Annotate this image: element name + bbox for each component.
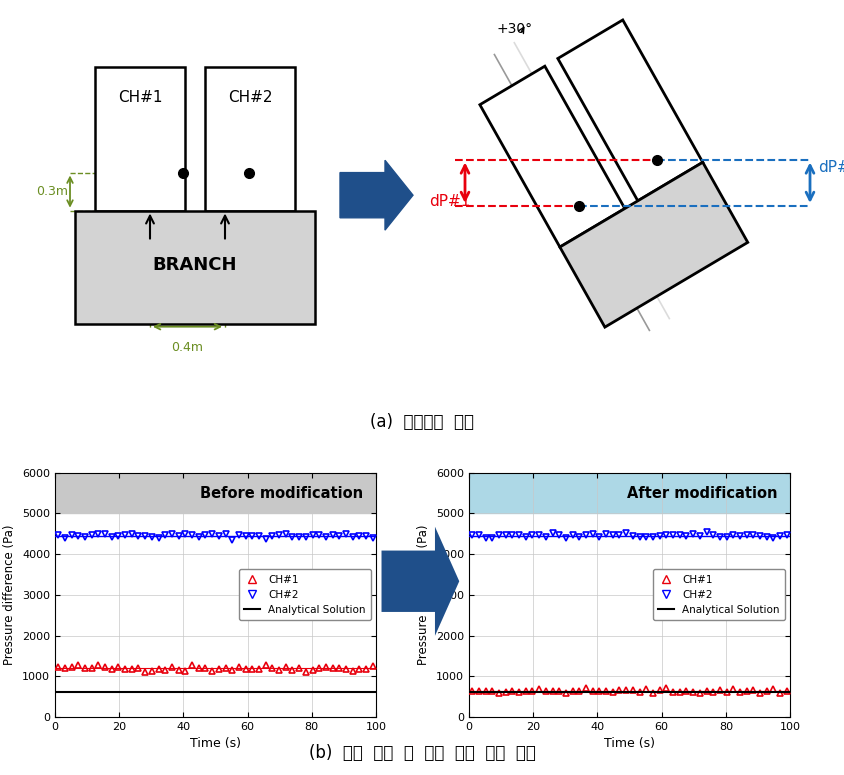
Polygon shape	[557, 20, 702, 201]
Y-axis label: Pressure difference (Pa): Pressure difference (Pa)	[3, 525, 16, 665]
Polygon shape	[339, 160, 413, 230]
Y-axis label: Pressure difference (Pa): Pressure difference (Pa)	[417, 525, 430, 665]
Bar	[55, 473, 376, 513]
Text: +30°: +30°	[496, 22, 533, 36]
Text: dP#1: dP#1	[429, 194, 470, 208]
Text: CH#2: CH#2	[228, 90, 272, 105]
Text: 0.4m: 0.4m	[170, 341, 203, 353]
Text: After modification: After modification	[626, 486, 776, 501]
Bar	[205, 67, 295, 211]
Bar	[75, 211, 315, 324]
Text: (a)  개념문제  정의: (a) 개념문제 정의	[370, 414, 473, 432]
Polygon shape	[381, 527, 459, 635]
Polygon shape	[560, 162, 747, 327]
Legend: CH#1, CH#2, Analytical Solution: CH#1, CH#2, Analytical Solution	[652, 570, 784, 620]
Text: 0.3m: 0.3m	[36, 184, 68, 198]
Text: (b)  코드  개선  후  압력  차이  계산  결과: (b) 코드 개선 후 압력 차이 계산 결과	[309, 744, 535, 763]
Legend: CH#1, CH#2, Analytical Solution: CH#1, CH#2, Analytical Solution	[239, 570, 371, 620]
Text: Before modification: Before modification	[200, 486, 363, 501]
Text: dP#2: dP#2	[817, 160, 844, 175]
Text: BRANCH: BRANCH	[153, 256, 237, 274]
Bar	[468, 473, 789, 513]
Bar	[95, 67, 185, 211]
X-axis label: Time (s): Time (s)	[190, 737, 241, 750]
X-axis label: Time (s): Time (s)	[603, 737, 654, 750]
Polygon shape	[479, 66, 624, 247]
Text: CH#1: CH#1	[117, 90, 162, 105]
